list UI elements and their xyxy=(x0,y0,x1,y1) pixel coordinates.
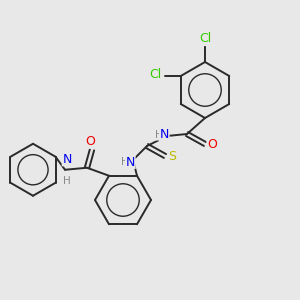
Text: H: H xyxy=(155,130,163,140)
Text: N: N xyxy=(62,153,72,166)
Text: O: O xyxy=(207,139,217,152)
Text: S: S xyxy=(168,151,176,164)
Text: N: N xyxy=(160,128,169,142)
Text: H: H xyxy=(63,176,71,186)
Text: O: O xyxy=(85,135,95,148)
Text: Cl: Cl xyxy=(150,68,162,82)
Text: N: N xyxy=(126,155,135,169)
Text: H: H xyxy=(121,157,129,167)
Text: Cl: Cl xyxy=(199,32,211,46)
